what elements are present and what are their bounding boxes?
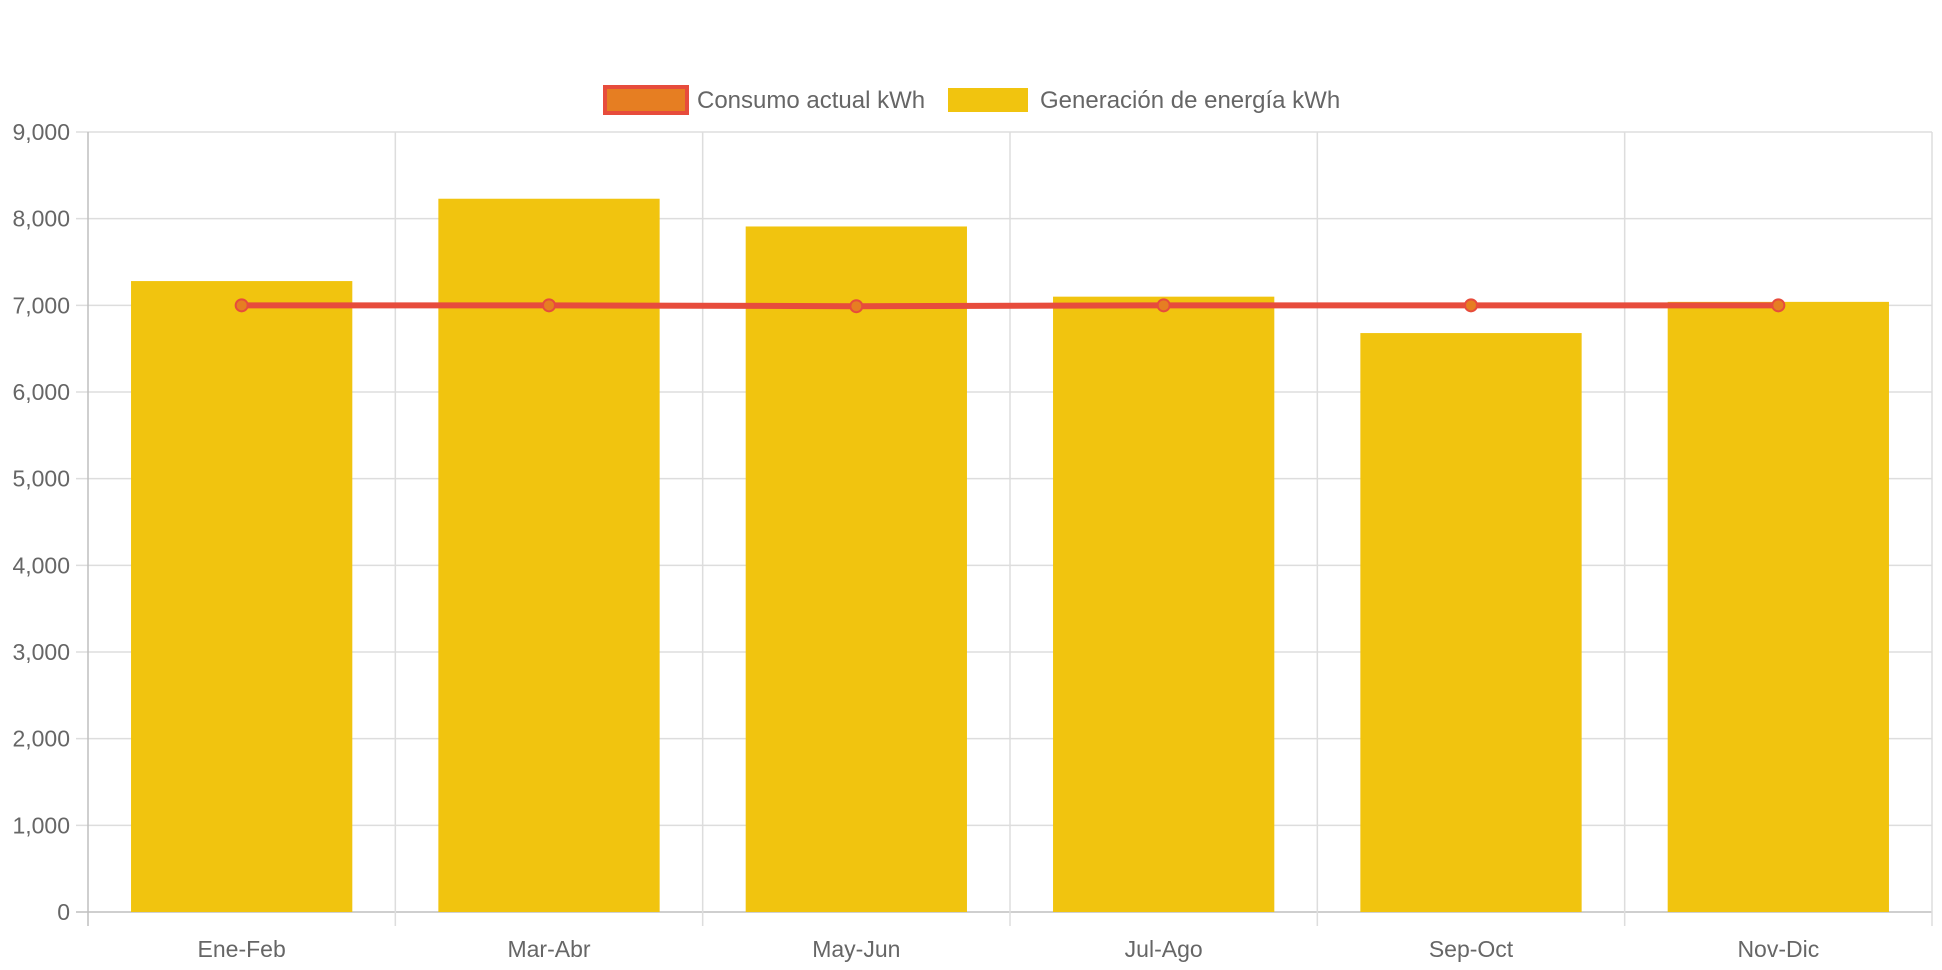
bar-generacion[interactable] xyxy=(131,281,353,913)
bar-generacion[interactable] xyxy=(1053,296,1275,913)
legend-swatch-consumo xyxy=(603,85,689,115)
legend-item-consumo[interactable]: Consumo actual kWh xyxy=(603,85,925,115)
x-tick-label: Nov-Dic xyxy=(1737,936,1819,962)
legend-item-generacion[interactable]: Generación de energía kWh xyxy=(948,87,1340,114)
y-tick-label: 7,000 xyxy=(12,292,70,318)
point-consumo[interactable] xyxy=(1464,298,1478,313)
y-tick-label: 6,000 xyxy=(12,379,70,405)
y-tick-label: 5,000 xyxy=(12,466,70,492)
y-tick-label: 2,000 xyxy=(12,726,70,752)
bar-generacion[interactable] xyxy=(1667,301,1889,912)
y-tick-label: 4,000 xyxy=(12,552,70,578)
bar-generacion[interactable] xyxy=(438,198,660,912)
x-tick-label: May-Jun xyxy=(812,936,900,962)
point-consumo[interactable] xyxy=(849,299,864,314)
axis-layer: 0 1,000 2,000 3,000 4,000 5,000 6,000 7,000 8,00… xyxy=(12,119,1819,962)
x-tick-label: Jul-Ago xyxy=(1125,936,1203,962)
bar-generacion[interactable] xyxy=(1360,333,1582,913)
y-tick-label: 1,000 xyxy=(12,812,70,838)
y-tick-label: 8,000 xyxy=(12,206,70,232)
bar-layer xyxy=(131,198,1889,913)
legend-label-consumo: Consumo actual kWh xyxy=(697,87,925,114)
line-layer xyxy=(234,298,1786,314)
point-consumo[interactable] xyxy=(1771,298,1786,313)
bar-generacion[interactable] xyxy=(745,226,967,912)
line-consumo xyxy=(241,302,1779,310)
y-tick-label: 3,000 xyxy=(12,639,70,665)
legend: Consumo actual kWh Generación de energía… xyxy=(603,85,1340,115)
legend-label-generacion: Generación de energía kWh xyxy=(1040,87,1340,114)
y-tick-label: 0 xyxy=(57,899,70,925)
x-tick-label: Mar-Abr xyxy=(507,936,590,962)
y-tick-label: 9,000 xyxy=(12,119,70,145)
x-tick-label: Sep-Oct xyxy=(1429,936,1514,962)
legend-swatch-generacion xyxy=(948,88,1028,112)
point-consumo[interactable] xyxy=(1156,298,1171,313)
point-consumo[interactable] xyxy=(542,298,556,313)
grid-layer xyxy=(76,131,1933,926)
x-tick-label: Ene-Feb xyxy=(198,936,286,962)
point-consumo[interactable] xyxy=(234,298,249,313)
